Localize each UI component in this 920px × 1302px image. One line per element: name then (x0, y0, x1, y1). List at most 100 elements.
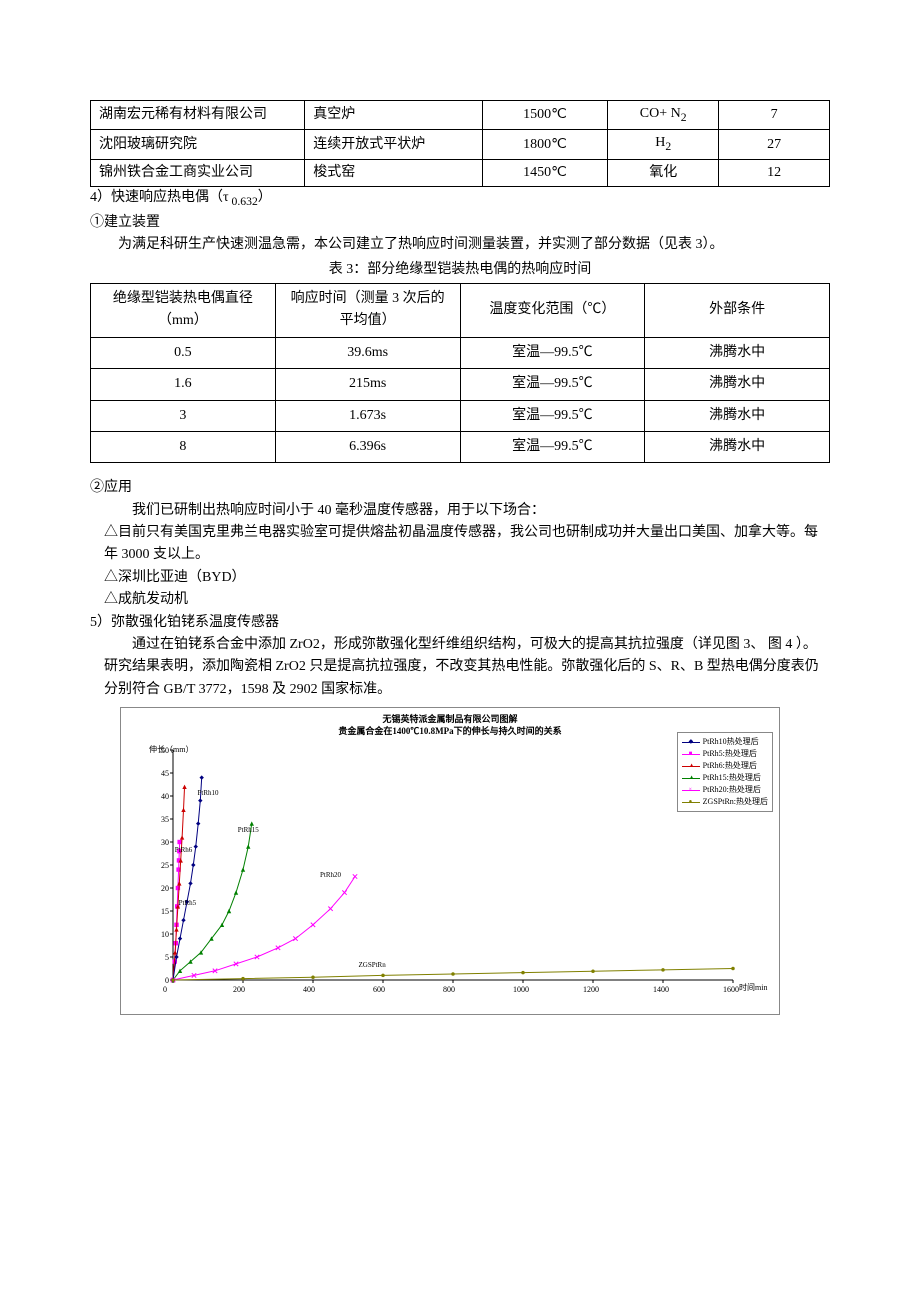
series-label-PtRh15: PtRh15 (238, 825, 259, 836)
x-axis-unit: 时间min (739, 982, 767, 995)
legend-label: ZGSPtRn:热处理后 (703, 796, 768, 808)
table-response-time: 绝缘型铠装热电偶直径（mm）响应时间（测量 3 次后的平均值）温度变化范围（℃）… (90, 283, 830, 463)
legend-marker: ▲ (689, 764, 694, 769)
legend-swatch: × (682, 790, 700, 791)
y-tick-label: 20 (155, 883, 169, 896)
table-header-cell: 响应时间（测量 3 次后的平均值） (275, 283, 460, 337)
series-label-PtRh20: PtRh20 (320, 870, 341, 881)
legend-label: PtRh6:热处理后 (703, 760, 757, 772)
table-cell: 锦州铁合金工商实业公司 (91, 159, 305, 186)
table-row: 31.673s室温—99.5℃沸腾水中 (91, 400, 830, 431)
table-cell: 真空炉 (305, 101, 482, 130)
chart-title-line2: 贵金属合金在1400℃10.8MPa下的伸长与持久时间的关系 (338, 726, 561, 736)
series-label-ZGSPtRn: ZGSPtRn (359, 960, 386, 971)
y-tick-label: 10 (155, 929, 169, 942)
table-row: 0.539.6ms室温—99.5℃沸腾水中 (91, 337, 830, 368)
plot-area (173, 750, 733, 980)
section4-sub2-item3: △成航发动机 (90, 589, 830, 611)
y-tick-label: 25 (155, 860, 169, 873)
table-header-cell: 外部条件 (645, 283, 830, 337)
table-cell: 6.396s (275, 431, 460, 462)
table-equipment-body: 湖南宏元稀有材料有限公司真空炉1500℃CO+ N27沈阳玻璃研究院连续开放式平… (91, 101, 830, 187)
y-tick-label: 40 (155, 791, 169, 804)
x-tick-label: 200 (233, 984, 245, 997)
table-cell: 室温—99.5℃ (460, 369, 645, 400)
legend-swatch: ▲ (682, 778, 700, 779)
y-tick-label: 50 (155, 745, 169, 758)
table-cell: 215ms (275, 369, 460, 400)
section4-sub1-title: ①建立装置 (90, 212, 830, 234)
table-header-cell: 绝缘型铠装热电偶直径（mm） (91, 283, 276, 337)
legend-label: PtRh15:热处理后 (703, 772, 761, 784)
table-cell: 沸腾水中 (645, 431, 830, 462)
legend-item: × PtRh20:热处理后 (682, 784, 768, 796)
x-tick-label: 600 (373, 984, 385, 997)
y-tick-label: 45 (155, 768, 169, 781)
x-tick-label: 1000 (513, 984, 529, 997)
table-cell: 39.6ms (275, 337, 460, 368)
legend-marker: × (689, 788, 694, 793)
table-equipment: 湖南宏元稀有材料有限公司真空炉1500℃CO+ N27沈阳玻璃研究院连续开放式平… (90, 100, 830, 187)
legend-label: PtRh20:热处理后 (703, 784, 761, 796)
section5-body: 通过在铂铑系合金中添加 ZrO2，形成弥散强化型纤维组织结构，可极大的提高其抗拉… (90, 634, 830, 701)
y-tick-label: 5 (155, 952, 169, 965)
legend-swatch: ■ (682, 754, 700, 755)
legend-item: ▲ PtRh6:热处理后 (682, 760, 768, 772)
y-tick-label: 35 (155, 814, 169, 827)
x-tick-label: 800 (443, 984, 455, 997)
table-cell: 1.6 (91, 369, 276, 400)
table-row: 锦州铁合金工商实业公司梭式窑1450℃氧化12 (91, 159, 830, 186)
table-row: 湖南宏元稀有材料有限公司真空炉1500℃CO+ N27 (91, 101, 830, 130)
table-cell: 1.673s (275, 400, 460, 431)
legend-marker: ▲ (689, 776, 694, 781)
x-tick-label: 400 (303, 984, 315, 997)
table-row: 沈阳玻璃研究院连续开放式平状炉1800℃H227 (91, 130, 830, 159)
table-row: 1.6215ms室温—99.5℃沸腾水中 (91, 369, 830, 400)
section4-sub2-title: ②应用 (90, 477, 830, 499)
legend-item: ▲ PtRh15:热处理后 (682, 772, 768, 784)
legend-label: PtRh10热处理后 (703, 736, 759, 748)
y-tick-label: 15 (155, 906, 169, 919)
legend-swatch: ◆ (682, 742, 700, 743)
x-tick-label: 1600 (723, 984, 739, 997)
chart-legend: ◆ PtRh10热处理后 ■ PtRh5:热处理后 ▲ PtRh6:热处理后 ▲ PtRh15… (677, 732, 773, 812)
section4-sub2-item2: △深圳比亚迪（BYD） (90, 567, 830, 589)
legend-swatch: ● (682, 802, 700, 803)
table-cell: 1500℃ (482, 101, 608, 130)
table3-header-row: 绝缘型铠装热电偶直径（mm）响应时间（测量 3 次后的平均值）温度变化范围（℃）… (91, 283, 830, 337)
series-label-PtRh5: PtRh5 (179, 898, 197, 909)
table-cell: 梭式窑 (305, 159, 482, 186)
table3-body: 0.539.6ms室温—99.5℃沸腾水中1.6215ms室温—99.5℃沸腾水… (91, 337, 830, 463)
table-cell: 湖南宏元稀有材料有限公司 (91, 101, 305, 130)
table-cell: 1450℃ (482, 159, 608, 186)
x-tick-label: 1200 (583, 984, 599, 997)
table-cell: 室温—99.5℃ (460, 337, 645, 368)
table-cell: 12 (719, 159, 830, 186)
table-header-cell: 温度变化范围（℃） (460, 283, 645, 337)
legend-marker: ◆ (689, 740, 694, 745)
table-cell: 8 (91, 431, 276, 462)
table-cell: 0.5 (91, 337, 276, 368)
chart-svg (173, 750, 733, 980)
legend-item: ■ PtRh5:热处理后 (682, 748, 768, 760)
table-cell: 3 (91, 400, 276, 431)
y-tick-label: 30 (155, 837, 169, 850)
legend-marker: ● (689, 800, 694, 805)
chart-title-line1: 无锡英特派金属制品有限公司图解 (382, 714, 517, 724)
table-cell: 沸腾水中 (645, 369, 830, 400)
table-cell: 室温—99.5℃ (460, 400, 645, 431)
table-cell: 27 (719, 130, 830, 159)
chart-tensile-vs-time: 无锡英特派金属制品有限公司图解 贵金属合金在1400℃10.8MPa下的伸长与持… (120, 707, 780, 1015)
table-cell: 1800℃ (482, 130, 608, 159)
table-cell: 连续开放式平状炉 (305, 130, 482, 159)
table-cell: 沸腾水中 (645, 400, 830, 431)
section4-sub2-body1: 我们已研制出热响应时间小于 40 毫秒温度传感器，用于以下场合： (90, 500, 830, 522)
x-tick-label: 0 (163, 984, 167, 997)
legend-label: PtRh5:热处理后 (703, 748, 757, 760)
legend-marker: ■ (689, 752, 694, 757)
section5-heading: 5）弥散强化铂铑系温度传感器 (90, 612, 830, 634)
series-label-PtRh10: PtRh10 (198, 788, 219, 799)
table3-caption: 表 3：部分绝缘型铠装热电偶的热响应时间 (90, 259, 830, 281)
table-cell: 沈阳玻璃研究院 (91, 130, 305, 159)
table-row: 86.396s室温—99.5℃沸腾水中 (91, 431, 830, 462)
